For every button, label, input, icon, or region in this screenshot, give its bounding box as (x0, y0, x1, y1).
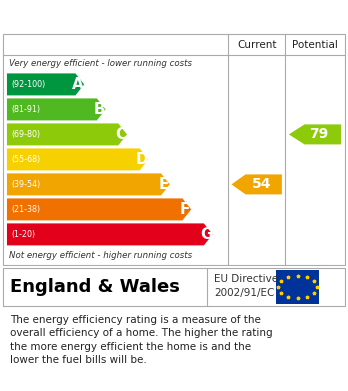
Polygon shape (7, 198, 191, 221)
Polygon shape (7, 124, 127, 145)
Text: Not energy efficient - higher running costs: Not energy efficient - higher running co… (9, 251, 192, 260)
Text: B: B (94, 102, 105, 117)
Polygon shape (7, 74, 84, 95)
Polygon shape (231, 174, 282, 194)
Text: D: D (136, 152, 148, 167)
Text: Potential: Potential (292, 39, 338, 50)
Text: (39-54): (39-54) (11, 180, 40, 189)
Text: (1-20): (1-20) (11, 230, 35, 239)
Text: Energy Efficiency Rating: Energy Efficiency Rating (10, 9, 232, 24)
Text: C: C (115, 127, 126, 142)
Polygon shape (7, 149, 148, 170)
Text: 54: 54 (252, 178, 272, 192)
Text: (69-80): (69-80) (11, 130, 40, 139)
Text: A: A (72, 77, 84, 92)
Text: E: E (158, 177, 169, 192)
Text: (92-100): (92-100) (11, 80, 45, 89)
Text: G: G (200, 227, 213, 242)
Text: The energy efficiency rating is a measure of the
overall efficiency of a home. T: The energy efficiency rating is a measur… (10, 315, 273, 366)
Text: Very energy efficient - lower running costs: Very energy efficient - lower running co… (9, 59, 192, 68)
Polygon shape (7, 173, 170, 196)
Bar (276, 270, 319, 304)
Text: 2002/91/EC: 2002/91/EC (214, 288, 274, 298)
Polygon shape (7, 99, 105, 120)
Text: England & Wales: England & Wales (10, 278, 180, 296)
Text: Current: Current (237, 39, 276, 50)
Text: (81-91): (81-91) (11, 105, 40, 114)
Polygon shape (289, 124, 341, 144)
Text: 79: 79 (309, 127, 329, 142)
Polygon shape (7, 223, 213, 246)
Text: (55-68): (55-68) (11, 155, 40, 164)
Text: F: F (180, 202, 190, 217)
Text: EU Directive: EU Directive (214, 274, 278, 284)
Text: (21-38): (21-38) (11, 205, 40, 214)
